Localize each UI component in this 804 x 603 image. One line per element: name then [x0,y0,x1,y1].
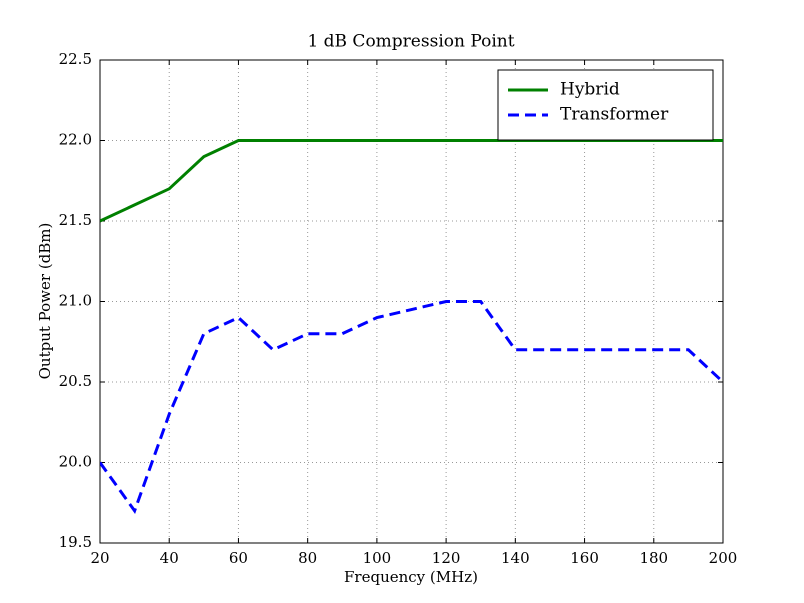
legend-label: Transformer [560,105,669,125]
x-tick-label: 140 [501,549,530,567]
y-tick-label: 21.5 [59,211,92,229]
y-tick-label: 19.5 [59,533,92,551]
legend-box [497,69,714,141]
x-tick-label: 100 [363,549,392,567]
x-tick-label: 20 [90,549,109,567]
legend-label: Hybrid [560,80,620,100]
x-tick-label: 40 [160,549,179,567]
data-line [100,300,723,514]
data-line [100,139,723,223]
x-tick-label: 180 [639,549,668,567]
plot-frame [99,59,724,544]
x-tick-label: 80 [298,549,317,567]
x-tick-label: 200 [709,549,738,567]
x-tick-label: 160 [570,549,599,567]
x-tick-label: 120 [432,549,461,567]
y-tick-label: 22.5 [59,50,92,68]
y-tick-label: 21.0 [59,292,92,310]
y-tick-label: 22.0 [59,131,92,149]
chart-title: 1 dB Compression Point [307,32,514,52]
y-tick-label: 20.0 [59,453,92,471]
y-tick-label: 20.5 [59,372,92,390]
y-axis-label: Output Power (dBm) [36,223,54,380]
x-tick-label: 60 [229,549,248,567]
x-axis-label: Frequency (MHz) [344,568,478,586]
